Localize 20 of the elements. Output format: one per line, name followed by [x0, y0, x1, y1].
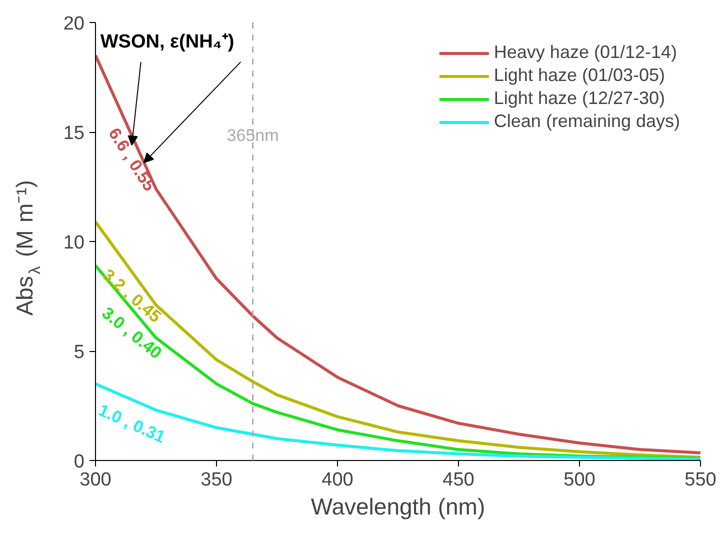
y-tick-label: 0: [74, 452, 85, 472]
y-tick-label: 5: [74, 342, 85, 363]
x-tick-label: 500: [564, 470, 596, 490]
ref-line-label: 365nm: [226, 126, 279, 146]
y-axis-title: Absλ (M m⁻¹): [11, 180, 44, 316]
x-tick-label: 400: [322, 470, 354, 490]
x-tick-label: 300: [80, 470, 112, 490]
x-tick-label: 450: [442, 470, 474, 490]
y-tick-label: 10: [63, 232, 85, 254]
legend-label: Light haze (12/27-30): [494, 88, 666, 109]
x-axis-title: Wavelength (nm): [310, 494, 486, 520]
y-tick-label: 20: [63, 14, 85, 34]
y-tick-label: 15: [63, 123, 85, 144]
annotation: 1.0 , 0.31: [96, 400, 168, 447]
legend-label: Heavy haze (01/12-14): [494, 42, 678, 63]
annotation: WSON, ε(NH₄⁺): [100, 32, 234, 53]
x-tick-label: 550: [684, 470, 716, 490]
legend-label: Clean (remaining days): [494, 111, 680, 132]
legend-label: Light haze (01/03-05): [494, 65, 666, 86]
x-tick-label: 350: [200, 470, 232, 490]
